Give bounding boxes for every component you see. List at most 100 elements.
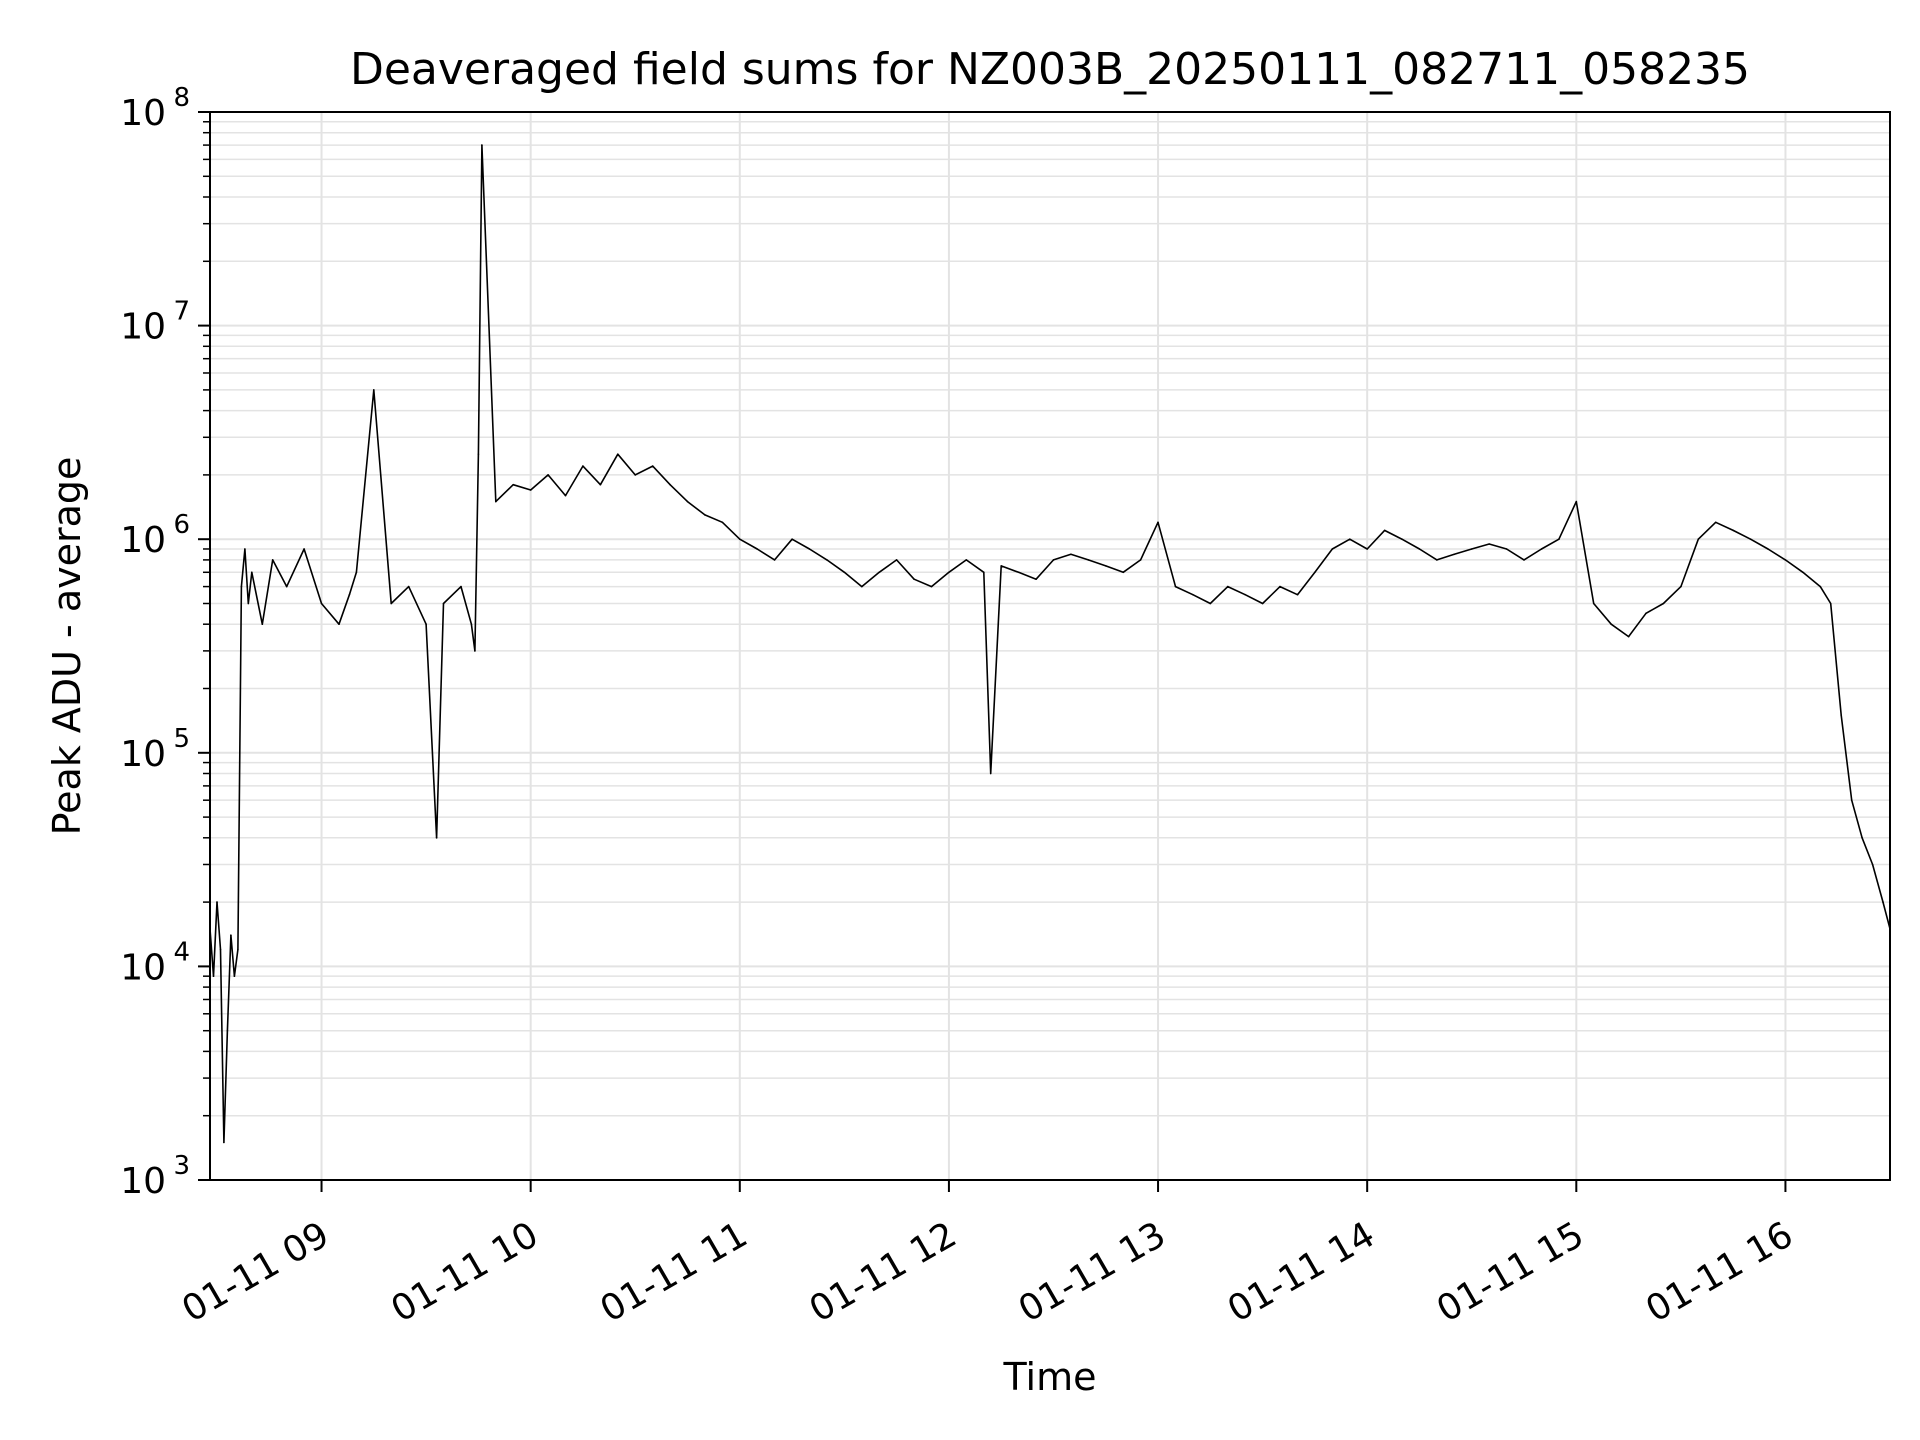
- data-point: [1749, 538, 1752, 540]
- data-point: [435, 837, 438, 839]
- y-tick-label: 10: [120, 947, 166, 988]
- data-point: [773, 559, 776, 561]
- data-point: [913, 578, 915, 580]
- data-point: [617, 453, 619, 456]
- data-point: [1105, 565, 1107, 567]
- data-point: [756, 548, 758, 550]
- data-point: [1829, 602, 1832, 605]
- data-point: [686, 500, 689, 503]
- data-point: [474, 650, 476, 652]
- data-point: [1540, 548, 1543, 550]
- data-point: [1070, 553, 1072, 556]
- y-tick-label: 10: [120, 307, 166, 348]
- data-point: [303, 548, 305, 550]
- data-point: [470, 623, 473, 625]
- data-point: [219, 948, 222, 951]
- data-point: [634, 474, 636, 476]
- data-point: [1882, 901, 1884, 903]
- data-point: [1850, 799, 1853, 801]
- data-point: [1401, 538, 1403, 540]
- data-point: [965, 559, 968, 561]
- data-point: [226, 1029, 229, 1032]
- data-point: [212, 975, 215, 977]
- data-point: [348, 593, 351, 596]
- data-point: [512, 483, 514, 486]
- y-axis-label: Peak ADU - average: [45, 457, 89, 836]
- y-tick-label: 10: [120, 93, 166, 134]
- grid: [210, 111, 1890, 1181]
- data-point: [251, 571, 253, 574]
- data-point: [1296, 593, 1299, 596]
- data-point: [216, 901, 218, 903]
- data-point: [390, 602, 393, 605]
- data-point: [861, 585, 863, 588]
- y-tick-exponent: 3: [173, 1151, 190, 1181]
- data-point: [1349, 538, 1351, 540]
- data-point: [1558, 538, 1560, 540]
- data-point: [1157, 521, 1159, 524]
- data-point: [1261, 602, 1264, 605]
- data-point: [1314, 571, 1316, 574]
- data-point: [1714, 521, 1717, 524]
- data-point: [1227, 585, 1229, 588]
- data-point: [1052, 559, 1055, 561]
- data-point: [808, 548, 811, 550]
- data-point: [739, 538, 741, 540]
- data-point: [529, 489, 532, 491]
- data-point: [1436, 559, 1438, 561]
- data-point: [1470, 548, 1473, 550]
- y-tick-exponent: 7: [173, 297, 190, 327]
- data-point: [843, 571, 846, 574]
- data-point: [1680, 585, 1682, 588]
- data-point: [373, 389, 375, 391]
- data-point: [247, 602, 250, 605]
- data-point: [1662, 602, 1665, 605]
- data-point: [582, 465, 584, 467]
- data-point: [1244, 593, 1246, 596]
- data-point: [1174, 585, 1177, 588]
- data-point: [1697, 538, 1700, 540]
- data-point: [1802, 571, 1804, 574]
- y-tick-exponent: 6: [173, 510, 190, 540]
- data-point: [1767, 548, 1769, 550]
- data-point: [791, 538, 793, 540]
- data-point: [1331, 548, 1334, 550]
- data-point: [704, 514, 706, 516]
- data-point: [481, 144, 483, 146]
- data-point: [983, 571, 985, 574]
- data-point: [237, 948, 239, 951]
- data-point: [240, 585, 243, 588]
- data-point: [495, 500, 497, 503]
- data-point: [425, 623, 427, 625]
- data-point: [477, 453, 480, 456]
- data-point: [1383, 529, 1386, 532]
- data-point: [721, 521, 724, 524]
- data-point: [1418, 548, 1421, 550]
- data-point: [547, 474, 549, 476]
- data-point: [1017, 571, 1020, 574]
- data-point: [1087, 559, 1090, 561]
- data-point: [338, 623, 340, 625]
- data-point: [1279, 585, 1281, 588]
- data-point: [878, 571, 880, 574]
- x-axis-label: Time: [1003, 1355, 1097, 1399]
- data-point: [1871, 863, 1874, 866]
- data-point: [1610, 623, 1612, 625]
- y-tick-label: 10: [120, 520, 166, 561]
- data-point: [564, 494, 567, 497]
- data-point: [261, 623, 264, 625]
- data-point: [1840, 714, 1842, 716]
- y-tick-label: 10: [120, 734, 166, 775]
- data-point: [895, 559, 898, 561]
- y-tick-exponent: 5: [173, 724, 190, 754]
- data-point: [930, 585, 933, 588]
- data-point: [1453, 553, 1456, 556]
- data-point: [407, 585, 410, 588]
- data-point: [669, 483, 671, 486]
- data-point: [1366, 548, 1368, 550]
- data-point: [320, 602, 323, 605]
- data-point: [989, 772, 992, 775]
- data-point: [233, 975, 236, 977]
- data-point: [1627, 635, 1630, 638]
